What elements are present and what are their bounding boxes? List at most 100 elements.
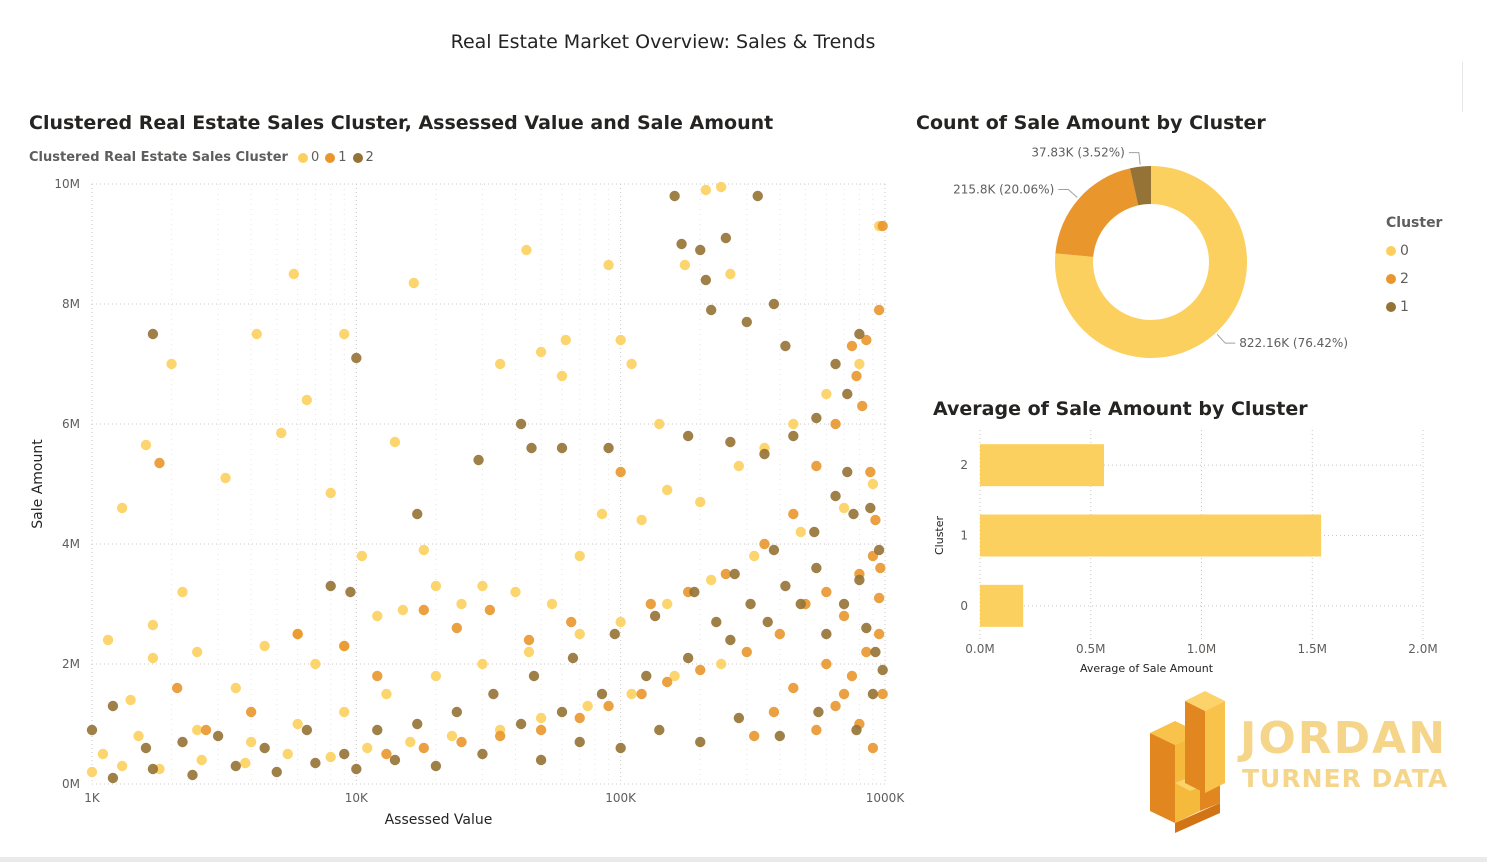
scatter-legend-item-2[interactable]: 2 (352, 150, 374, 165)
scatter-point-cluster-1 (846, 340, 858, 352)
scatter-point-cluster-1 (523, 634, 535, 646)
scatter-point-cluster-2 (271, 766, 282, 778)
scatter-point-cluster-1 (830, 700, 841, 712)
scatter-point-cluster-2 (725, 634, 736, 646)
scatter-point-cluster-2 (147, 328, 159, 340)
scatter-point-cluster-2 (741, 316, 752, 328)
scatter-chart[interactable]: 0M 2M 4M 6M 8M 10M 1K 10K 100K 1000K Assessed Valu… (0, 170, 920, 835)
scatter-point-cluster-2 (873, 544, 885, 556)
scatter-point-cluster-0 (788, 418, 799, 430)
scatter-point-cluster-1 (873, 628, 885, 640)
scatter-point-cluster-1 (418, 604, 430, 616)
scatter-point-cluster-0 (325, 487, 336, 499)
scatter-point-cluster-1 (695, 664, 706, 676)
scatter-point-cluster-1 (838, 688, 850, 700)
scatter-legend-item-0[interactable]: 0 (297, 150, 319, 165)
scatter-point-cluster-0 (220, 472, 231, 484)
x-tick-label: 1.0M (1187, 642, 1216, 656)
scatter-point-cluster-0 (430, 670, 442, 682)
y-axis-title: Cluster (933, 516, 946, 556)
scatter-point-cluster-2 (752, 190, 763, 202)
scatter-point-cluster-1 (292, 628, 303, 640)
scatter-point-cluster-0 (662, 484, 673, 496)
scatter-point-cluster-2 (567, 652, 579, 664)
scatter-point-cluster-2 (867, 688, 879, 700)
x-axis-title: Assessed Value (385, 812, 493, 828)
scatter-point-cluster-2 (788, 430, 799, 442)
donut-data-label: 215.8K (20.06%) (953, 182, 1054, 196)
scatter-point-cluster-1 (418, 742, 430, 754)
scatter-point-cluster-0 (521, 244, 532, 256)
scatter-point-cluster-0 (446, 730, 458, 742)
scatter-point-cluster-0 (418, 544, 430, 556)
donut-legend[interactable]: Cluster 0 2 1 (1386, 215, 1442, 321)
scatter-point-cluster-2 (473, 454, 484, 466)
scatter-point-cluster-1 (566, 616, 577, 628)
scatter-point-cluster-0 (574, 628, 585, 640)
scatter-point-cluster-0 (662, 598, 673, 610)
donut-chart[interactable]: 822.16K (76.42%) 215.8K (20.06%) 37.83K (3… (940, 145, 1380, 370)
scatter-point-cluster-0 (356, 550, 368, 562)
legend-dot-icon (1386, 274, 1396, 284)
scatter-point-cluster-2 (596, 688, 608, 700)
scatter-point-cluster-1 (873, 592, 885, 604)
scatter-point-cluster-1 (494, 730, 506, 742)
legend-label: 1 (338, 150, 347, 165)
y-tick-label: 1 (960, 529, 968, 543)
scatter-point-cluster-1 (171, 682, 183, 694)
scatter-point-cluster-2 (682, 430, 694, 442)
y-tick-label: 10M (54, 177, 80, 191)
scatter-point-cluster-1 (484, 604, 496, 616)
donut-legend-item-2[interactable]: 2 (1386, 265, 1442, 293)
donut-label-leader (1128, 152, 1141, 165)
scatter-point-cluster-1 (867, 742, 879, 754)
donut-legend-item-0[interactable]: 0 (1386, 237, 1442, 265)
scatter-point-cluster-1 (603, 700, 614, 712)
scatter-point-cluster-0 (240, 757, 251, 769)
scatter-point-cluster-1 (741, 646, 752, 658)
x-tick-label: 1000K (866, 791, 906, 805)
scatter-point-cluster-2 (676, 238, 687, 250)
scatter-point-cluster-1 (821, 658, 832, 670)
scatter-point-cluster-0 (636, 514, 647, 526)
scatter-point-cluster-0 (695, 496, 706, 508)
scatter-point-cluster-2 (477, 748, 488, 760)
bar-chart[interactable]: 0.0M 0.5M 1.0M 1.5M 2.0M 2 1 0 Average of Sale A… (925, 425, 1455, 680)
scatter-point-cluster-1 (788, 682, 799, 694)
scatter-point-cluster-1 (636, 688, 647, 700)
logo-text-line1: JORDAN (1240, 713, 1448, 764)
scatter-point-cluster-2 (107, 772, 119, 784)
scatter-point-cluster-0 (177, 586, 188, 598)
scatter-point-cluster-1 (877, 220, 888, 232)
logo-icon (1150, 691, 1225, 833)
donut-slice-2 (1055, 168, 1139, 257)
scatter-point-cluster-0 (523, 646, 535, 658)
x-tick-label: 1K (84, 791, 101, 805)
scatter-point-cluster-2 (669, 190, 680, 202)
scatter-point-cluster-0 (251, 328, 262, 340)
scatter-legend[interactable]: Clustered Real Estate Sales Cluster 0 1 … (29, 150, 380, 165)
scatter-point-cluster-0 (397, 604, 409, 616)
scatter-point-cluster-2 (780, 580, 791, 592)
scatter-point-cluster-2 (389, 754, 401, 766)
scatter-point-cluster-2 (177, 736, 188, 748)
scatter-legend-item-1[interactable]: 1 (325, 150, 347, 165)
scatter-point-cluster-0 (838, 502, 850, 514)
scatter-point-cluster-2 (351, 352, 362, 364)
scatter-point-cluster-1 (861, 334, 872, 346)
scatter-point-cluster-0 (821, 388, 832, 400)
page-divider (1462, 62, 1463, 112)
scatter-point-cluster-2 (854, 328, 865, 340)
scatter-point-cluster-2 (733, 712, 745, 724)
scatter-point-cluster-1 (811, 724, 822, 736)
scatter-point-cluster-2 (147, 763, 159, 775)
legend-label: 1 (1400, 299, 1409, 315)
donut-legend-item-1[interactable]: 1 (1386, 293, 1442, 321)
scatter-point-cluster-1 (748, 730, 760, 742)
scatter-point-cluster-1 (615, 466, 626, 478)
scatter-point-cluster-2 (574, 736, 585, 748)
scatter-point-cluster-1 (535, 724, 547, 736)
scatter-point-cluster-2 (654, 724, 665, 736)
scatter-point-cluster-1 (857, 400, 868, 412)
scatter-point-cluster-2 (711, 616, 722, 628)
